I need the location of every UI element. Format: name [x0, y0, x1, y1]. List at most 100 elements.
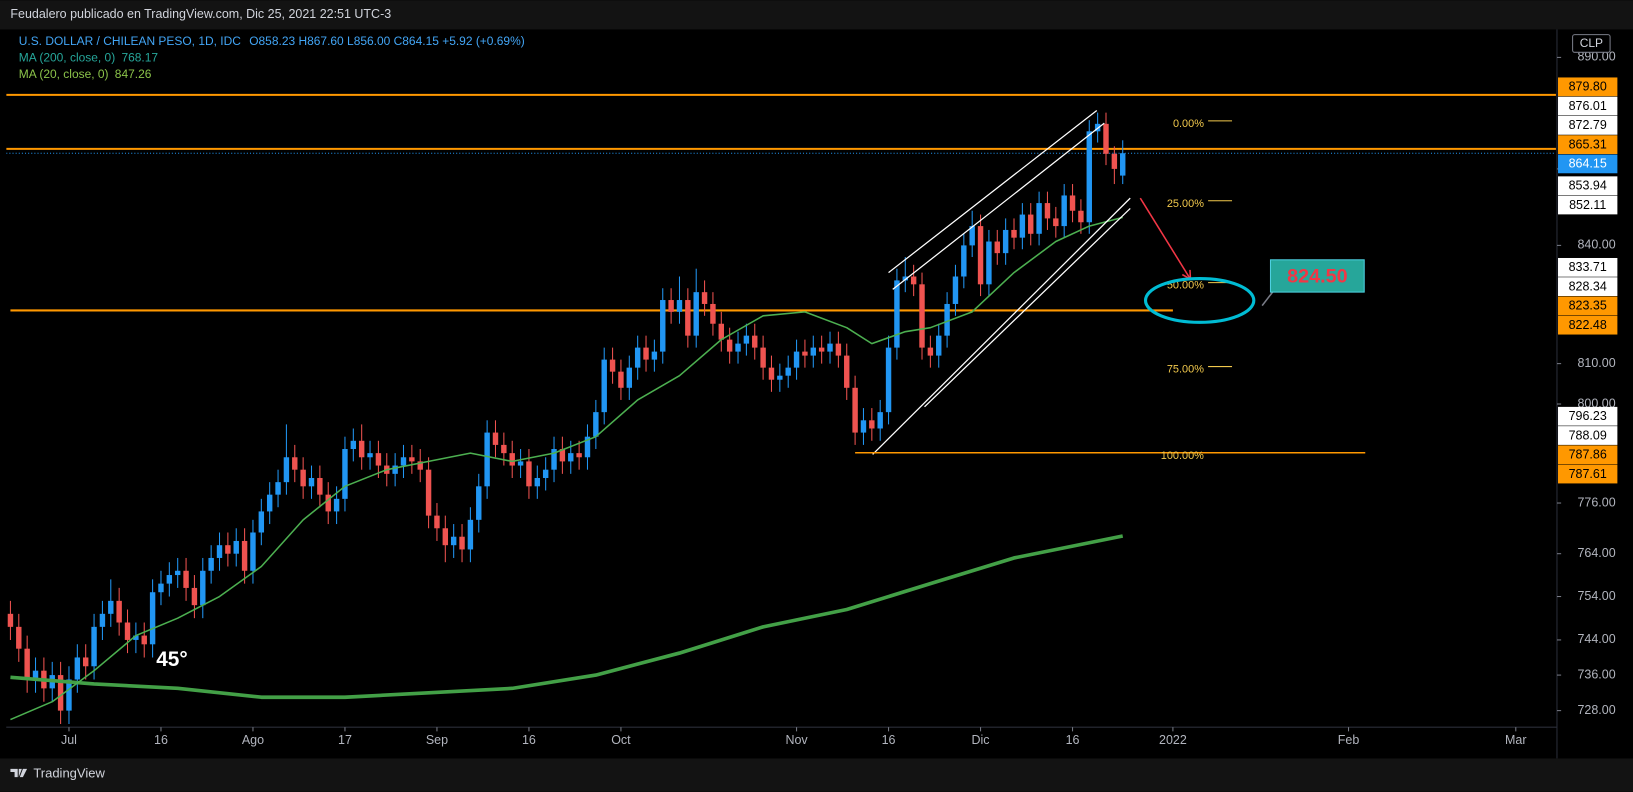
series-name: MA (20, close, 0) — [19, 67, 109, 81]
candle-body — [158, 583, 164, 593]
candle-body — [116, 600, 122, 623]
candle-body — [584, 436, 591, 458]
candle-body — [467, 519, 474, 550]
y-tick-label: 890.00 — [1577, 50, 1615, 64]
price-label-box — [1558, 445, 1618, 465]
candle-body — [258, 511, 265, 533]
candle-body — [542, 469, 549, 478]
legend-ma20: MA (20, close, 0) 847.26 — [19, 67, 152, 81]
moving-average — [10, 534, 1124, 700]
candle-body — [601, 359, 607, 413]
candle-body — [559, 449, 566, 462]
moving-average — [10, 216, 1123, 721]
candle-body — [141, 635, 147, 645]
candle-body — [835, 343, 842, 356]
candle-body — [82, 657, 89, 667]
price-label: 853.94 — [1569, 179, 1607, 193]
x-tick-label: 16 — [154, 733, 168, 747]
candle-body — [409, 457, 415, 462]
candle-body — [7, 613, 14, 627]
series-last: 768.17 — [121, 51, 158, 65]
x-tick-label: Sep — [426, 733, 448, 747]
target-label: 824.50 — [1287, 266, 1347, 288]
candle-body — [133, 635, 139, 640]
candle-body — [743, 335, 750, 344]
candle-body — [1053, 218, 1059, 227]
candle-body — [317, 477, 323, 495]
candle-body — [300, 469, 306, 487]
currency: CLP — [1580, 36, 1603, 50]
candle-body — [99, 613, 106, 627]
price-label-box — [1558, 154, 1618, 174]
x-tick-label: 16 — [1066, 733, 1080, 747]
candle-body — [241, 540, 248, 571]
candle-body — [434, 515, 440, 529]
fib-level-label: 0.00% — [1173, 118, 1204, 130]
series-name: MA (200, close, 0) — [19, 51, 115, 65]
candle-body — [618, 371, 624, 388]
candle-body — [233, 540, 239, 554]
candle-body — [685, 300, 691, 336]
candle-body — [459, 536, 465, 550]
x-tick-label: 2022 — [1159, 733, 1187, 747]
candle-body — [634, 347, 641, 368]
quote: O858.23 H867.60 L856.00 C864.15 +5.92 (+… — [249, 34, 525, 48]
candle-body — [944, 303, 950, 336]
candle-body — [810, 347, 816, 356]
channel-line — [888, 109, 1098, 274]
candle-body — [174, 570, 181, 576]
price-label-box — [1558, 406, 1618, 426]
candle-body — [869, 420, 875, 429]
brand: TradingView — [10, 765, 105, 780]
candle-body — [735, 343, 741, 352]
price-label-box — [1558, 115, 1618, 135]
candle-body — [16, 626, 22, 649]
candle-body — [609, 359, 616, 372]
y-tick-label: 754.00 — [1577, 589, 1615, 603]
candle-body — [208, 557, 214, 571]
candle-body — [910, 276, 917, 285]
candle-body — [308, 477, 315, 487]
candle-body — [919, 284, 925, 348]
x-tick-label: Feb — [1338, 733, 1360, 747]
candle-body — [283, 457, 290, 483]
price-label: 823.35 — [1569, 299, 1607, 313]
price-label: 787.61 — [1569, 467, 1607, 481]
price-label: 864.15 — [1569, 157, 1607, 171]
price-label-box — [1558, 195, 1618, 215]
candle-body — [333, 498, 340, 512]
fib-level-label: 50.00% — [1167, 280, 1204, 292]
price-label-box — [1558, 464, 1618, 484]
candle-body — [760, 347, 766, 368]
price-label-box — [1558, 96, 1618, 116]
channel-line — [872, 197, 1131, 455]
candle-body — [726, 339, 733, 352]
candle-body — [342, 449, 348, 499]
target-ellipse — [1143, 276, 1256, 324]
candle-body — [660, 300, 666, 352]
price-label-box — [1558, 135, 1618, 155]
legend-symbol: U.S. DOLLAR / CHILEAN PESO, 1D, IDC O858.… — [19, 34, 525, 48]
price-label: 876.01 — [1569, 99, 1607, 113]
candle-body — [484, 432, 490, 487]
y-tick-label: 810.00 — [1577, 356, 1615, 370]
fib-level-label: 25.00% — [1167, 198, 1204, 210]
candle-body — [576, 453, 582, 458]
candle-body — [66, 679, 72, 711]
x-tick-label: 17 — [338, 733, 352, 747]
candle-body — [166, 575, 173, 584]
channel-line — [924, 207, 1131, 408]
candle-body — [902, 276, 908, 281]
candle-body — [108, 600, 114, 614]
candle-body — [425, 469, 432, 516]
price-label: 828.34 — [1569, 279, 1607, 293]
footer-bar — [0, 758, 1633, 792]
y-tick-label: 800.00 — [1577, 396, 1615, 410]
candle-body — [827, 343, 833, 352]
price-label-box — [1558, 277, 1618, 297]
candle-body — [885, 347, 892, 413]
price-label: 865.31 — [1569, 137, 1607, 151]
candle-body — [450, 536, 457, 546]
candle-body — [777, 375, 783, 380]
